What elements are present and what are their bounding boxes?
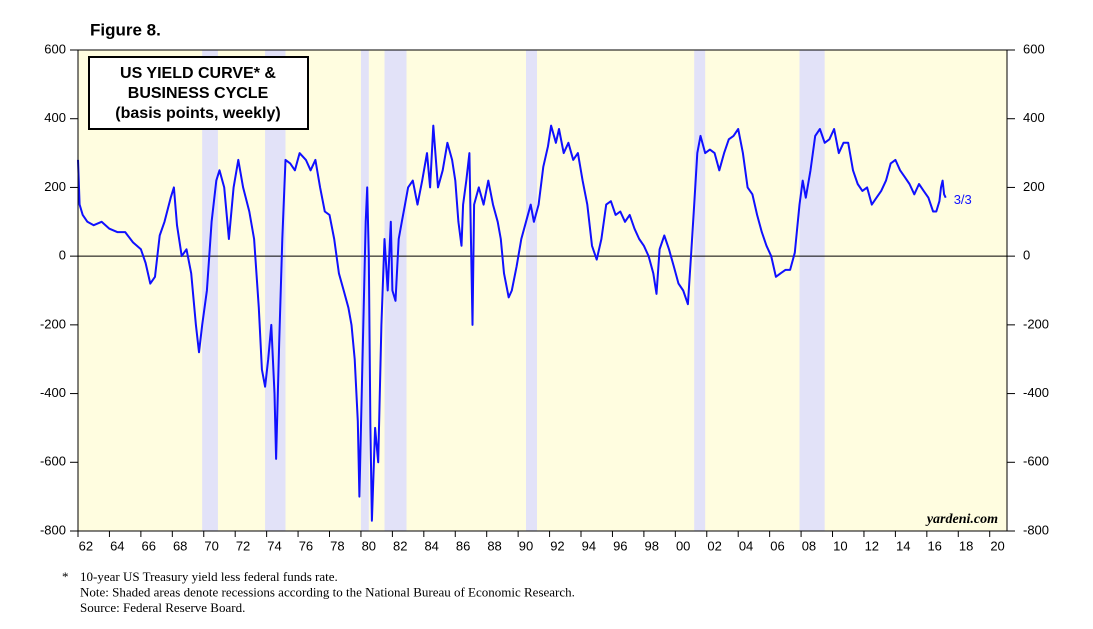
- title-line: (basis points, weekly): [115, 105, 280, 122]
- footnote: 10-year US Treasury yield less federal f…: [80, 569, 338, 584]
- y-tick-label: 200: [44, 179, 66, 194]
- x-tick-label: 80: [362, 538, 376, 553]
- x-tick-label: 14: [896, 538, 910, 553]
- x-tick-label: 20: [990, 538, 1004, 553]
- footnote: Note: Shaded areas denote recessions acc…: [80, 584, 575, 599]
- x-tick-label: 76: [299, 538, 313, 553]
- x-tick-label: 68: [173, 538, 187, 553]
- y2-tick-label: -400: [1023, 385, 1049, 400]
- recession-band: [202, 50, 218, 531]
- y2-tick-label: 400: [1023, 110, 1045, 125]
- watermark: yardeni.com: [925, 512, 998, 527]
- title-line: BUSINESS CYCLE: [128, 85, 269, 102]
- recession-band: [799, 50, 825, 531]
- plot-frame: [77, 49, 1008, 532]
- recession-band: [265, 50, 286, 531]
- x-tick-label: 94: [582, 538, 596, 553]
- y2-tick-label: 200: [1023, 179, 1045, 194]
- footnote: Source: Federal Reserve Board.: [80, 600, 245, 615]
- x-tick-label: 66: [142, 538, 156, 553]
- x-tick-label: 62: [79, 538, 93, 553]
- y2-tick-label: 600: [1023, 41, 1045, 56]
- title-line: US YIELD CURVE* &: [120, 65, 276, 82]
- x-tick-label: 06: [770, 538, 784, 553]
- footnote-marker: *: [62, 569, 69, 584]
- plot-background: [78, 50, 1007, 531]
- x-tick-label: 72: [236, 538, 250, 553]
- y-tick-label: -200: [40, 316, 66, 331]
- x-tick-label: 88: [487, 538, 501, 553]
- x-tick-label: 00: [676, 538, 690, 553]
- x-tick-label: 82: [393, 538, 407, 553]
- x-tick-label: 10: [833, 538, 847, 553]
- x-tick-label: 08: [802, 538, 816, 553]
- y-tick-label: 0: [59, 248, 66, 263]
- x-tick-label: 04: [739, 538, 753, 553]
- y-tick-label: -400: [40, 385, 66, 400]
- y-tick-label: 400: [44, 110, 66, 125]
- y2-tick-label: -200: [1023, 316, 1049, 331]
- y2-tick-label: -600: [1023, 454, 1049, 469]
- x-tick-label: 64: [110, 538, 124, 553]
- y-tick-label: 600: [44, 41, 66, 56]
- x-tick-label: 16: [927, 538, 941, 553]
- x-tick-label: 84: [424, 538, 438, 553]
- title-box: [88, 56, 309, 130]
- y2-tick-label: -800: [1023, 522, 1049, 537]
- x-tick-label: 96: [613, 538, 627, 553]
- figure-label: Figure 8.: [90, 20, 161, 39]
- x-tick-label: 12: [865, 538, 879, 553]
- recession-band: [525, 50, 537, 531]
- x-tick-label: 86: [456, 538, 470, 553]
- x-tick-label: 78: [330, 538, 344, 553]
- x-tick-label: 74: [267, 538, 281, 553]
- y2-tick-label: 0: [1023, 248, 1030, 263]
- x-tick-label: 18: [959, 538, 973, 553]
- x-tick-label: 02: [707, 538, 721, 553]
- x-tick-label: 90: [519, 538, 533, 553]
- recession-band: [694, 50, 706, 531]
- x-tick-label: 70: [204, 538, 218, 553]
- y-tick-label: -800: [40, 522, 66, 537]
- y-tick-label: -600: [40, 454, 66, 469]
- yield-curve-line: [77, 124, 947, 522]
- x-tick-label: 98: [645, 538, 659, 553]
- end-annotation: 3/3: [954, 192, 972, 207]
- x-tick-label: 92: [550, 538, 564, 553]
